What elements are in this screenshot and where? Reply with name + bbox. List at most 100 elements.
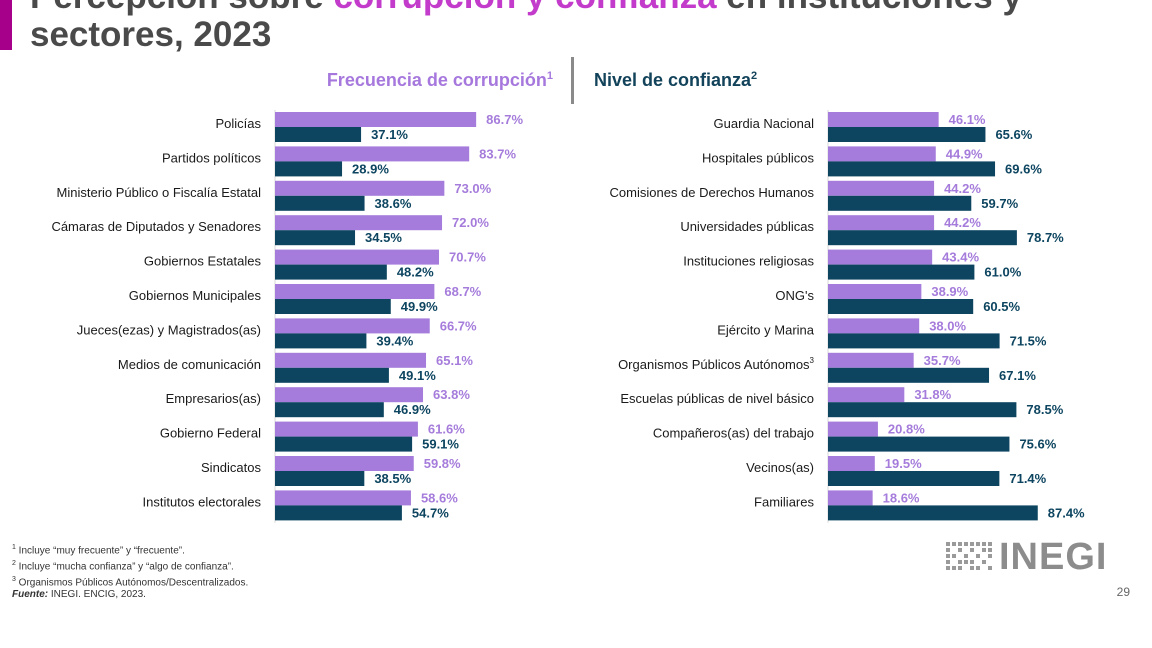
bar-corruption xyxy=(275,215,443,231)
data-label: 44.9% xyxy=(946,146,983,161)
data-label: 44.2% xyxy=(944,181,981,196)
footnote-ref-3: 3 xyxy=(810,356,815,365)
inegi-logo: INEGI xyxy=(945,537,1115,577)
data-label: 63.8% xyxy=(433,387,470,402)
chart-divider xyxy=(571,57,574,104)
bar-trust xyxy=(275,333,367,349)
data-label: 59.7% xyxy=(981,196,1018,211)
bar-trust xyxy=(828,402,1017,418)
data-label: 34.5% xyxy=(365,230,402,245)
bar-corruption xyxy=(828,352,914,368)
category-label: Empresarios(as) xyxy=(166,391,261,406)
data-label: 75.6% xyxy=(1019,437,1056,452)
bar-corruption xyxy=(828,318,920,334)
bar-trust xyxy=(828,230,1017,246)
title-highlight: corrupción y confianza xyxy=(333,0,716,16)
bar-corruption xyxy=(828,112,939,127)
category-label: Universidades públicas xyxy=(680,219,814,234)
data-label: 68.7% xyxy=(444,284,481,299)
category-label: Instituciones religiosas xyxy=(683,254,814,269)
bar-corruption xyxy=(275,421,418,437)
footnote-2: 2 Incluye “mucha confianza” y “algo de c… xyxy=(12,559,234,573)
bar-trust xyxy=(275,230,356,246)
data-label: 59.1% xyxy=(422,437,459,452)
data-label: 61.0% xyxy=(984,265,1021,280)
category-label: Sindicatos xyxy=(201,460,261,475)
bar-corruption xyxy=(828,215,935,231)
bar-corruption xyxy=(828,180,935,196)
page-number: 29 xyxy=(1116,585,1130,599)
category-label: Policías xyxy=(215,116,261,131)
data-label: 35.7% xyxy=(924,353,961,368)
category-label: Cámaras de Diputados y Senadores xyxy=(51,219,261,234)
bar-trust xyxy=(275,436,413,452)
chart-heading-corruption: Frecuencia de corrupción1 xyxy=(326,70,553,90)
data-label: 37.1% xyxy=(371,127,408,142)
chart-trust: Guardia Nacional 46.1% 65.6% Hospitales púb… xyxy=(610,110,1085,523)
bar-corruption xyxy=(275,387,424,403)
bar-trust xyxy=(275,264,387,280)
data-label: 59.8% xyxy=(424,456,461,471)
footnote-3: 3 Organismos Públicos Autónomos/Descentr… xyxy=(12,575,249,588)
data-label: 54.7% xyxy=(412,505,449,520)
bar-corruption xyxy=(828,490,873,506)
category-label: Compañeros(as) del trabajo xyxy=(653,426,814,441)
footnote-1: 1 Incluye “muy frecuente” y “frecuente”. xyxy=(12,544,185,557)
data-label: 61.6% xyxy=(428,422,465,437)
data-label: 58.6% xyxy=(421,490,458,505)
bar-corruption xyxy=(828,249,933,265)
data-label: 66.7% xyxy=(440,318,477,333)
inegi-dots-icon xyxy=(946,542,992,570)
bar-trust xyxy=(275,299,391,314)
data-label: 31.8% xyxy=(914,387,951,402)
category-label: Gobiernos Estatales xyxy=(144,254,262,269)
category-label: Guardia Nacional xyxy=(714,116,815,131)
category-label: Gobiernos Municipales xyxy=(129,288,262,303)
bar-corruption xyxy=(275,112,477,127)
chart-heading-trust: Nivel de confianza2 xyxy=(594,70,758,90)
bar-trust xyxy=(828,299,974,314)
data-label: 46.9% xyxy=(394,402,431,417)
category-label: Institutos electorales xyxy=(142,494,261,509)
bar-trust xyxy=(828,471,1000,486)
page-title: Percepción sobre corrupción y confianza … xyxy=(30,0,1022,54)
category-label: Organismos Públicos Autónomos3 xyxy=(618,356,814,372)
bar-trust xyxy=(828,264,975,280)
category-label: Partidos políticos xyxy=(162,150,261,165)
data-label: 18.6% xyxy=(883,490,920,505)
bar-corruption xyxy=(275,249,440,265)
data-label: 86.7% xyxy=(486,112,523,127)
data-label: 46.1% xyxy=(949,112,986,127)
title-line2: sectores, 2023 xyxy=(30,15,272,54)
bar-trust xyxy=(828,195,972,211)
data-label: 72.0% xyxy=(452,215,489,230)
category-label: ONG's xyxy=(775,288,814,303)
bar-trust xyxy=(275,471,365,486)
data-label: 65.1% xyxy=(436,353,473,368)
data-label: 28.9% xyxy=(352,161,389,176)
data-label: 87.4% xyxy=(1048,505,1085,520)
bar-trust xyxy=(828,333,1000,349)
title-accent-bar xyxy=(0,0,12,50)
bar-trust xyxy=(275,161,343,177)
data-label: 19.5% xyxy=(885,456,922,471)
data-label: 60.5% xyxy=(983,299,1020,314)
category-label: Medios de comunicación xyxy=(118,357,261,372)
data-label: 44.2% xyxy=(944,215,981,230)
bar-corruption xyxy=(275,146,470,162)
data-label: 48.2% xyxy=(397,265,434,280)
bar-corruption xyxy=(275,352,427,368)
bar-trust xyxy=(828,367,990,383)
data-label: 20.8% xyxy=(888,422,925,437)
bar-trust xyxy=(828,127,986,142)
data-label: 38.9% xyxy=(931,284,968,299)
title-prefix: Percepción sobre xyxy=(30,0,333,16)
category-label: Ministerio Público o Fiscalía Estatal xyxy=(57,185,262,200)
data-label: 70.7% xyxy=(449,250,486,265)
data-label: 39.4% xyxy=(376,333,413,348)
data-label: 38.6% xyxy=(375,196,412,211)
bar-corruption xyxy=(828,146,936,162)
data-label: 71.5% xyxy=(1010,333,1047,348)
category-label: Comisiones de Derechos Humanos xyxy=(610,185,815,200)
